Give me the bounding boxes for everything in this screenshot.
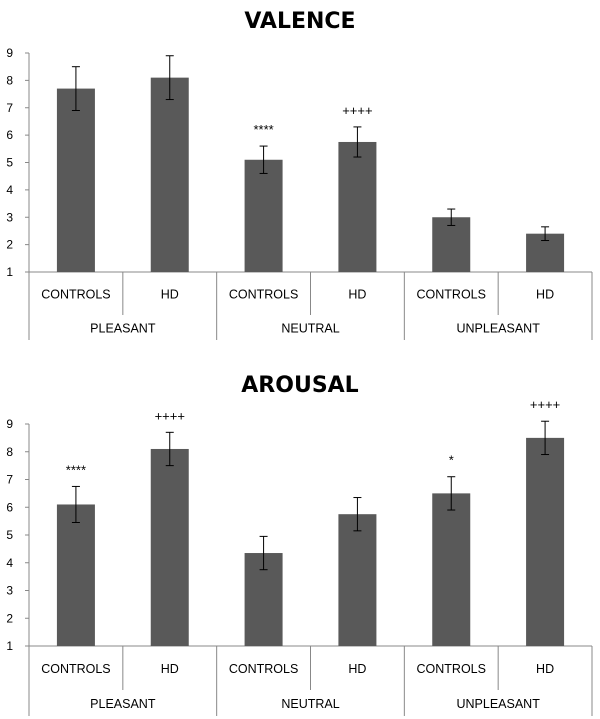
x-category-label: HD: [348, 288, 366, 302]
y-tick-label: 1: [6, 639, 13, 653]
bar: [150, 448, 189, 646]
bar: [244, 159, 283, 272]
x-group-label: PLEASANT: [90, 697, 156, 711]
y-tick-label: 5: [6, 156, 13, 170]
x-group-label: NEUTRAL: [281, 697, 339, 711]
bar: [432, 493, 471, 646]
x-group-label: UNPLEASANT: [456, 697, 540, 711]
y-tick-label: 6: [6, 500, 13, 514]
y-tick-label: 2: [6, 611, 13, 625]
x-group-label: UNPLEASANT: [456, 322, 540, 336]
y-tick-label: 8: [6, 445, 13, 459]
significance-marker: *: [449, 453, 454, 468]
y-tick-label: 4: [6, 556, 13, 570]
x-category-label: CONTROLS: [229, 288, 298, 302]
x-category-label: CONTROLS: [41, 288, 110, 302]
x-category-label: CONTROLS: [229, 662, 298, 676]
x-group-label: NEUTRAL: [281, 322, 339, 336]
x-category-label: HD: [536, 288, 554, 302]
y-tick-label: 1: [6, 265, 13, 279]
bar: [338, 514, 377, 646]
x-category-label: CONTROLS: [41, 662, 110, 676]
x-category-label: CONTROLS: [417, 662, 486, 676]
bar: [56, 88, 95, 273]
y-tick-label: 9: [6, 46, 13, 60]
significance-marker: ****: [253, 122, 273, 137]
x-category-label: HD: [161, 662, 179, 676]
y-tick-label: 8: [6, 73, 13, 87]
y-tick-label: 4: [6, 183, 13, 197]
y-tick-label: 6: [6, 128, 13, 142]
x-group-label: PLEASANT: [90, 322, 156, 336]
significance-marker: ++++: [342, 103, 372, 118]
y-tick-label: 9: [6, 417, 13, 431]
significance-marker: ++++: [530, 397, 560, 412]
chart-title: VALENCE: [244, 9, 355, 34]
y-tick-label: 7: [6, 101, 13, 115]
x-category-label: HD: [348, 662, 366, 676]
bar: [526, 437, 565, 646]
x-category-label: CONTROLS: [417, 288, 486, 302]
y-tick-label: 3: [6, 210, 13, 224]
significance-marker: ++++: [155, 408, 185, 423]
bar: [56, 504, 95, 646]
bar: [150, 77, 189, 272]
x-category-label: HD: [161, 288, 179, 302]
y-tick-label: 5: [6, 528, 13, 542]
y-tick-label: 7: [6, 473, 13, 487]
y-tick-label: 2: [6, 238, 13, 252]
significance-marker: ****: [66, 462, 86, 477]
bar: [338, 141, 377, 272]
x-category-label: HD: [536, 662, 554, 676]
chart-title: AROUSAL: [241, 373, 358, 398]
bar: [432, 217, 471, 272]
y-tick-label: 3: [6, 584, 13, 598]
